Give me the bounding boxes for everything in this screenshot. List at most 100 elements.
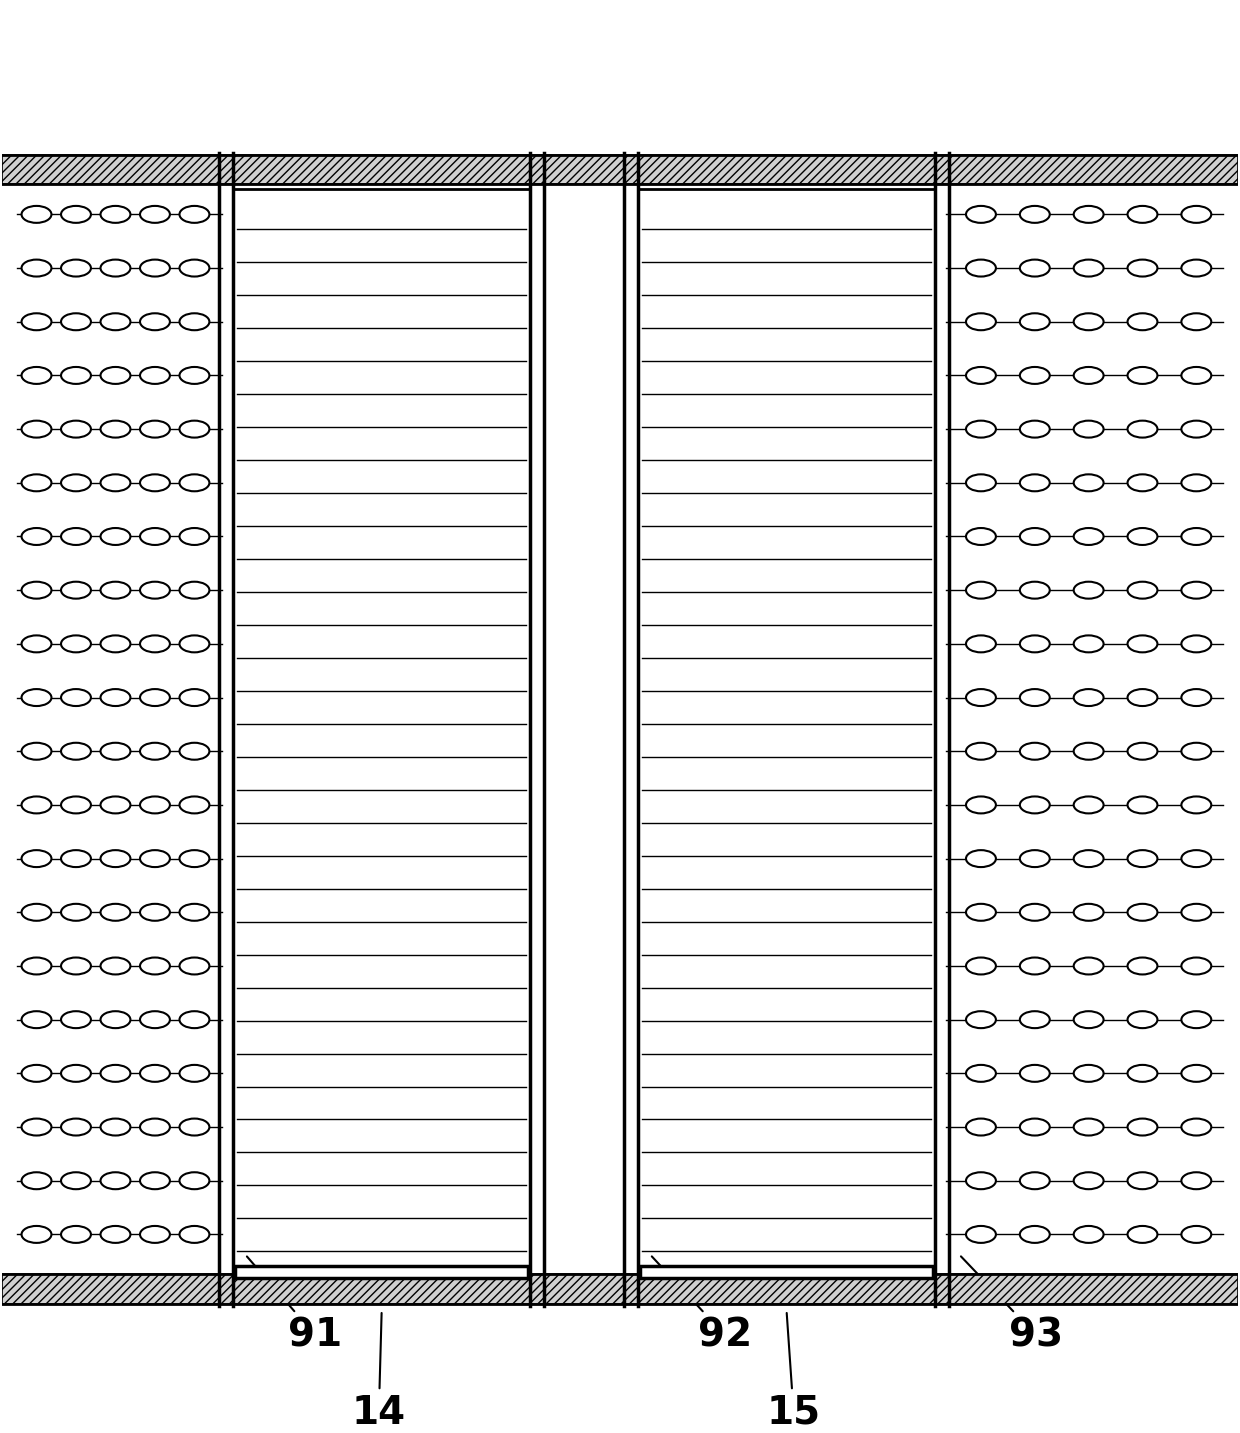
- Ellipse shape: [1182, 527, 1211, 545]
- Ellipse shape: [1074, 367, 1104, 384]
- Ellipse shape: [1127, 689, 1157, 706]
- Ellipse shape: [180, 904, 210, 921]
- Ellipse shape: [100, 1227, 130, 1242]
- Ellipse shape: [1127, 742, 1157, 759]
- Ellipse shape: [966, 527, 996, 545]
- Ellipse shape: [1074, 1172, 1104, 1189]
- Ellipse shape: [61, 259, 91, 277]
- Ellipse shape: [1182, 1119, 1211, 1135]
- Ellipse shape: [1019, 1172, 1050, 1189]
- Ellipse shape: [140, 474, 170, 492]
- Ellipse shape: [1074, 904, 1104, 921]
- Ellipse shape: [180, 635, 210, 652]
- Ellipse shape: [100, 1012, 130, 1027]
- Ellipse shape: [1019, 314, 1050, 330]
- Ellipse shape: [1127, 1119, 1157, 1135]
- Ellipse shape: [21, 206, 51, 224]
- Ellipse shape: [1074, 582, 1104, 599]
- Ellipse shape: [180, 474, 210, 492]
- Ellipse shape: [140, 421, 170, 437]
- Ellipse shape: [1182, 367, 1211, 384]
- Ellipse shape: [1074, 1227, 1104, 1242]
- Ellipse shape: [1182, 850, 1211, 867]
- Ellipse shape: [21, 474, 51, 492]
- Ellipse shape: [21, 259, 51, 277]
- Ellipse shape: [1127, 850, 1157, 867]
- Ellipse shape: [1074, 206, 1104, 224]
- Ellipse shape: [966, 474, 996, 492]
- Ellipse shape: [61, 850, 91, 867]
- Ellipse shape: [1182, 582, 1211, 599]
- Ellipse shape: [966, 314, 996, 330]
- Ellipse shape: [61, 582, 91, 599]
- Ellipse shape: [100, 206, 130, 224]
- Ellipse shape: [61, 527, 91, 545]
- Bar: [236, 1267, 528, 1278]
- Ellipse shape: [61, 742, 91, 759]
- Ellipse shape: [966, 1119, 996, 1135]
- Ellipse shape: [1074, 259, 1104, 277]
- Ellipse shape: [1127, 421, 1157, 437]
- Ellipse shape: [140, 957, 170, 974]
- Ellipse shape: [61, 635, 91, 652]
- Ellipse shape: [966, 206, 996, 224]
- Ellipse shape: [180, 206, 210, 224]
- Ellipse shape: [21, 689, 51, 706]
- Ellipse shape: [1127, 635, 1157, 652]
- Ellipse shape: [140, 1227, 170, 1242]
- Ellipse shape: [1127, 797, 1157, 814]
- Ellipse shape: [180, 367, 210, 384]
- Ellipse shape: [1127, 474, 1157, 492]
- Ellipse shape: [1182, 421, 1211, 437]
- Ellipse shape: [100, 582, 130, 599]
- Ellipse shape: [1127, 527, 1157, 545]
- Ellipse shape: [966, 742, 996, 759]
- Ellipse shape: [21, 1012, 51, 1027]
- Ellipse shape: [1074, 742, 1104, 759]
- Ellipse shape: [21, 527, 51, 545]
- Ellipse shape: [1127, 1172, 1157, 1189]
- Ellipse shape: [61, 474, 91, 492]
- Ellipse shape: [140, 1119, 170, 1135]
- Ellipse shape: [1127, 1065, 1157, 1082]
- Ellipse shape: [140, 527, 170, 545]
- Ellipse shape: [1019, 957, 1050, 974]
- Ellipse shape: [1182, 1172, 1211, 1189]
- Ellipse shape: [140, 1172, 170, 1189]
- Ellipse shape: [1074, 527, 1104, 545]
- Ellipse shape: [21, 367, 51, 384]
- Ellipse shape: [140, 797, 170, 814]
- Ellipse shape: [180, 527, 210, 545]
- Ellipse shape: [1074, 797, 1104, 814]
- Ellipse shape: [21, 1172, 51, 1189]
- Ellipse shape: [61, 1119, 91, 1135]
- Ellipse shape: [61, 689, 91, 706]
- Ellipse shape: [21, 904, 51, 921]
- Ellipse shape: [966, 367, 996, 384]
- Ellipse shape: [21, 635, 51, 652]
- Ellipse shape: [140, 314, 170, 330]
- Ellipse shape: [180, 742, 210, 759]
- Ellipse shape: [180, 259, 210, 277]
- Ellipse shape: [1019, 797, 1050, 814]
- Ellipse shape: [100, 474, 130, 492]
- Ellipse shape: [1182, 1227, 1211, 1242]
- Ellipse shape: [1019, 474, 1050, 492]
- Bar: [1, 155, 1239, 185]
- Ellipse shape: [1182, 797, 1211, 814]
- Ellipse shape: [1127, 206, 1157, 224]
- Ellipse shape: [1182, 259, 1211, 277]
- Ellipse shape: [61, 314, 91, 330]
- Ellipse shape: [100, 957, 130, 974]
- Ellipse shape: [21, 1065, 51, 1082]
- Ellipse shape: [1019, 742, 1050, 759]
- Text: 91: 91: [247, 1257, 342, 1354]
- Ellipse shape: [1074, 1012, 1104, 1027]
- Ellipse shape: [1019, 1065, 1050, 1082]
- Ellipse shape: [180, 1227, 210, 1242]
- Ellipse shape: [140, 582, 170, 599]
- Ellipse shape: [1074, 957, 1104, 974]
- Ellipse shape: [140, 635, 170, 652]
- Bar: [1, 1274, 1239, 1304]
- Ellipse shape: [1019, 582, 1050, 599]
